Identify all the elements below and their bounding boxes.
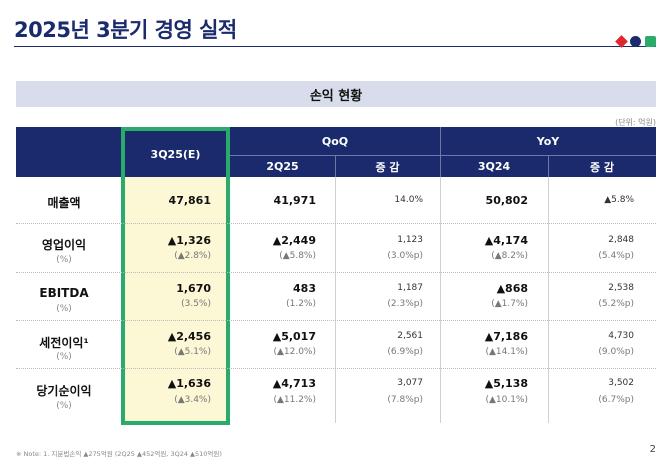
cell-yoy-change-margin: (5.2%p) [598, 299, 634, 309]
current-quarter-column [125, 177, 226, 421]
row-sub-label: (%) [56, 255, 72, 265]
cell-2q25-margin: (▲12.0%) [273, 347, 316, 357]
cell-2q25-margin: (▲5.8%) [279, 251, 316, 261]
brand-dots [615, 35, 656, 48]
row-label: 당기순이익 [36, 384, 92, 398]
column-divider [335, 177, 336, 423]
row-label: 세전이익¹ [39, 336, 89, 350]
cell-yoy-change-margin: (9.0%p) [598, 347, 634, 357]
cell-3q24-margin: (▲1.7%) [491, 299, 528, 309]
cell-qoq-change-margin: (6.9%p) [387, 347, 423, 357]
header-divider [335, 155, 336, 177]
cell-2q25-margin: (▲11.2%) [273, 395, 316, 405]
row-label: 영업이익 [41, 238, 87, 252]
red-diamond-icon [615, 35, 628, 48]
cell-3q24-margin: (▲8.2%) [491, 251, 528, 261]
cell-3q25: 1,670 [176, 282, 211, 295]
cell-3q24: ▲5,138 [484, 377, 528, 390]
cell-yoy-change: 3,502 [608, 378, 634, 388]
cell-3q25: ▲1,636 [167, 377, 211, 390]
cell-qoq-change-margin: (2.3%p) [387, 299, 423, 309]
column-divider [440, 177, 441, 423]
cell-qoq-change-margin: (7.8%p) [387, 395, 423, 405]
cell-2q25: 41,971 [273, 194, 316, 207]
title-underline [14, 46, 656, 47]
row-label: EBITDA [39, 286, 89, 300]
row-divider [16, 223, 656, 224]
header-3q25: 3Q25(E) [125, 131, 226, 177]
cell-3q25: ▲2,456 [167, 330, 211, 343]
navy-circle-icon [630, 36, 641, 47]
cell-2q25-margin: (1.2%) [286, 299, 316, 309]
column-divider [548, 177, 549, 423]
cell-3q25-margin: (▲2.8%) [174, 251, 211, 261]
unit-label: (단위: 억원) [615, 118, 656, 127]
cell-yoy-change-margin: (5.4%p) [598, 251, 634, 261]
green-square-icon [645, 36, 656, 47]
footnote: ※ Note: 1. 지분법손익 ▲275억원 (2Q25 ▲452억원, 3Q… [16, 450, 222, 458]
cell-3q25-margin: (▲3.4%) [174, 395, 211, 405]
row-divider [16, 272, 656, 273]
cell-3q24-margin: (▲10.1%) [485, 395, 528, 405]
cell-3q25: 47,861 [168, 194, 211, 207]
cell-qoq-change: 2,561 [397, 331, 423, 341]
cell-yoy-change: ▲5.8% [604, 195, 634, 205]
cell-yoy-change: 4,730 [608, 331, 634, 341]
page-number: 2 [649, 444, 656, 455]
cell-3q25: ▲1,326 [167, 234, 211, 247]
current-quarter-highlight-frame [121, 127, 230, 425]
cell-3q24: ▲868 [496, 282, 528, 295]
cell-3q24: ▲7,186 [484, 330, 528, 343]
row-divider [16, 368, 656, 369]
cell-yoy-change: 2,538 [608, 283, 634, 293]
cell-qoq-change-margin: (3.0%p) [387, 251, 423, 261]
cell-2q25: 483 [293, 282, 316, 295]
section-banner: 손익 현황 [16, 81, 656, 107]
header-blank-cell [16, 127, 121, 177]
cell-3q24-margin: (▲14.1%) [485, 347, 528, 357]
header-2q25: 2Q25 [230, 155, 335, 177]
header-qoq: QoQ [230, 127, 440, 155]
row-label: 매출액 [47, 196, 81, 210]
cell-3q24: 50,802 [485, 194, 528, 207]
cell-qoq-change: 14.0% [394, 195, 423, 205]
row-divider [16, 320, 656, 321]
cell-qoq-change: 1,187 [397, 283, 423, 293]
cell-yoy-change-margin: (6.7%p) [598, 395, 634, 405]
cell-qoq-change: 3,077 [397, 378, 423, 388]
cell-2q25: ▲5,017 [272, 330, 316, 343]
row-sub-label: (%) [56, 352, 72, 362]
row-sub-label: (%) [56, 304, 72, 314]
header-3q24: 3Q24 [440, 155, 548, 177]
cell-3q24: ▲4,174 [484, 234, 528, 247]
header-divider [440, 127, 441, 177]
header-yoy: YoY [440, 127, 656, 155]
cell-2q25: ▲4,713 [272, 377, 316, 390]
cell-qoq-change: 1,123 [397, 235, 423, 245]
cell-yoy-change: 2,848 [608, 235, 634, 245]
header-divider [548, 155, 549, 177]
row-sub-label: (%) [56, 401, 72, 411]
cell-2q25: ▲2,449 [272, 234, 316, 247]
cell-3q25-margin: (3.5%) [181, 299, 211, 309]
header-qoq-change: 증 감 [335, 155, 440, 177]
header-yoy-change: 증 감 [548, 155, 656, 177]
page-title: 2025년 3분기 경영 실적 [14, 18, 237, 42]
cell-3q25-margin: (▲5.1%) [174, 347, 211, 357]
